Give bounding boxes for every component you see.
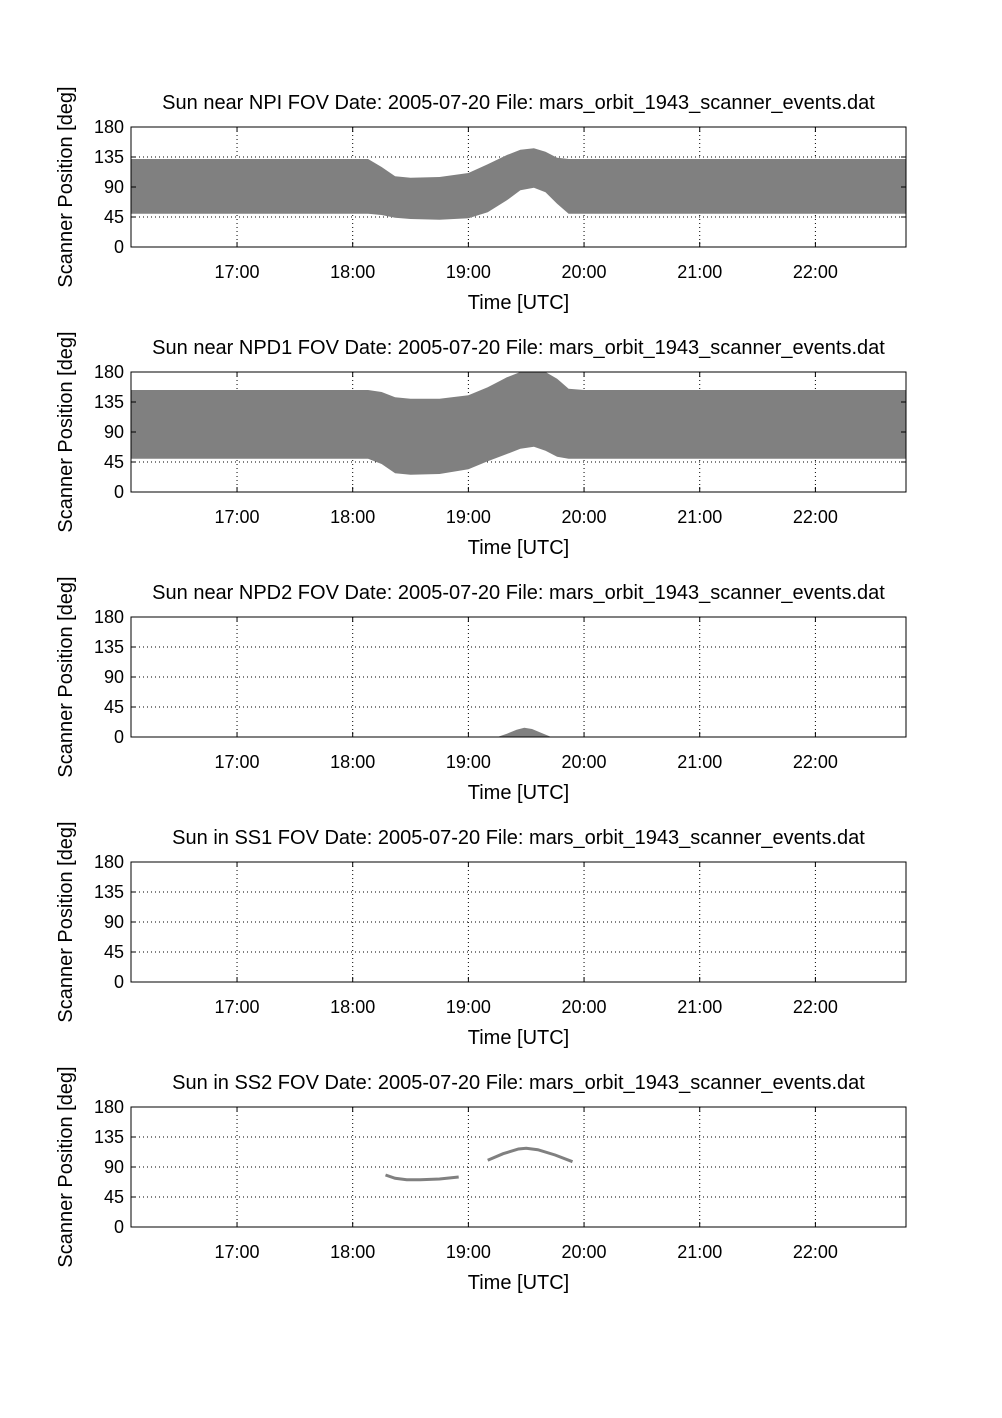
y-tick-label: 180 — [94, 852, 124, 872]
x-tick-label: 21:00 — [677, 752, 722, 772]
y-tick-label: 135 — [94, 1127, 124, 1147]
chart-panel-5: Sun in SS2 FOV Date: 2005-07-20 File: ma… — [55, 1066, 907, 1294]
x-tick-label: 17:00 — [215, 507, 260, 527]
x-tick-label: 19:00 — [446, 262, 491, 282]
x-tick-label: 21:00 — [677, 262, 722, 282]
x-tick-label: 22:00 — [793, 262, 838, 282]
y-tick-label: 0 — [114, 482, 124, 502]
panel-title: Sun near NPI FOV Date: 2005-07-20 File: … — [162, 92, 875, 114]
x-tick-label: 19:00 — [446, 997, 491, 1017]
y-tick-label: 0 — [114, 972, 124, 992]
x-tick-label: 18:00 — [330, 507, 375, 527]
x-tick-label: 20:00 — [562, 997, 607, 1017]
x-tick-label: 19:00 — [446, 507, 491, 527]
grid — [131, 1107, 906, 1227]
y-tick-label: 0 — [114, 1217, 124, 1237]
x-tick-label: 18:00 — [330, 997, 375, 1017]
y-tick-label: 180 — [94, 117, 124, 137]
x-tick-label: 21:00 — [677, 507, 722, 527]
y-tick-label: 135 — [94, 882, 124, 902]
x-tick-label: 22:00 — [793, 507, 838, 527]
x-tick-label: 18:00 — [330, 752, 375, 772]
area-band — [131, 372, 906, 475]
chart-panel-2: Sun near NPD1 FOV Date: 2005-07-20 File:… — [55, 331, 907, 559]
y-tick-label: 90 — [104, 177, 124, 197]
y-tick-label: 135 — [94, 147, 124, 167]
y-tick-label: 90 — [104, 912, 124, 932]
y-tick-label: 135 — [94, 392, 124, 412]
x-axis-label: Time [UTC] — [468, 782, 569, 804]
area-band — [131, 148, 906, 220]
y-axis-label: Scanner Position [deg] — [55, 1066, 77, 1267]
x-tick-label: 21:00 — [677, 1242, 722, 1262]
x-tick-label: 20:00 — [562, 1242, 607, 1262]
y-tick-label: 0 — [114, 237, 124, 257]
chart-panel-3: Sun near NPD2 FOV Date: 2005-07-20 File:… — [55, 576, 907, 804]
y-tick-label: 45 — [104, 207, 124, 227]
y-tick-label: 90 — [104, 1157, 124, 1177]
panel-title: Sun in SS2 FOV Date: 2005-07-20 File: ma… — [172, 1072, 865, 1094]
y-tick-label: 45 — [104, 697, 124, 717]
x-tick-label: 18:00 — [330, 262, 375, 282]
x-tick-label: 17:00 — [215, 997, 260, 1017]
x-tick-label: 18:00 — [330, 1242, 375, 1262]
panel-title: Sun near NPD2 FOV Date: 2005-07-20 File:… — [152, 582, 885, 604]
area-band — [497, 727, 552, 737]
series-line-1 — [385, 1173, 459, 1182]
y-axis-label: Scanner Position [deg] — [55, 576, 77, 777]
y-tick-label: 90 — [104, 422, 124, 442]
x-tick-label: 17:00 — [215, 752, 260, 772]
y-tick-label: 180 — [94, 1097, 124, 1117]
y-axis-label: Scanner Position [deg] — [55, 821, 77, 1022]
panel-title: Sun near NPD1 FOV Date: 2005-07-20 File:… — [152, 337, 885, 359]
y-tick-label: 135 — [94, 637, 124, 657]
x-tick-label: 20:00 — [562, 752, 607, 772]
x-tick-label: 21:00 — [677, 997, 722, 1017]
chart-panel-1: Sun near NPI FOV Date: 2005-07-20 File: … — [55, 86, 907, 314]
x-tick-label: 17:00 — [215, 262, 260, 282]
y-tick-label: 45 — [104, 1187, 124, 1207]
y-tick-label: 45 — [104, 942, 124, 962]
x-tick-label: 20:00 — [562, 507, 607, 527]
x-tick-label: 19:00 — [446, 752, 491, 772]
chart-panel-4: Sun in SS1 FOV Date: 2005-07-20 File: ma… — [55, 821, 907, 1049]
y-tick-label: 90 — [104, 667, 124, 687]
x-tick-label: 22:00 — [793, 997, 838, 1017]
x-axis-label: Time [UTC] — [468, 537, 569, 559]
x-tick-label: 17:00 — [215, 1242, 260, 1262]
y-axis-label: Scanner Position [deg] — [55, 86, 77, 287]
y-tick-label: 45 — [104, 452, 124, 472]
y-tick-label: 0 — [114, 727, 124, 747]
x-tick-label: 22:00 — [793, 1242, 838, 1262]
y-axis-label: Scanner Position [deg] — [55, 331, 77, 532]
x-tick-label: 20:00 — [562, 262, 607, 282]
y-tick-label: 180 — [94, 362, 124, 382]
x-tick-label: 19:00 — [446, 1242, 491, 1262]
panel-title: Sun in SS1 FOV Date: 2005-07-20 File: ma… — [172, 827, 865, 849]
series-line-2 — [487, 1146, 574, 1164]
x-axis-label: Time [UTC] — [468, 292, 569, 314]
grid — [131, 862, 906, 982]
grid — [131, 617, 906, 737]
x-axis-label: Time [UTC] — [468, 1027, 569, 1049]
x-axis-label: Time [UTC] — [468, 1272, 569, 1294]
y-tick-label: 180 — [94, 607, 124, 627]
x-tick-label: 22:00 — [793, 752, 838, 772]
